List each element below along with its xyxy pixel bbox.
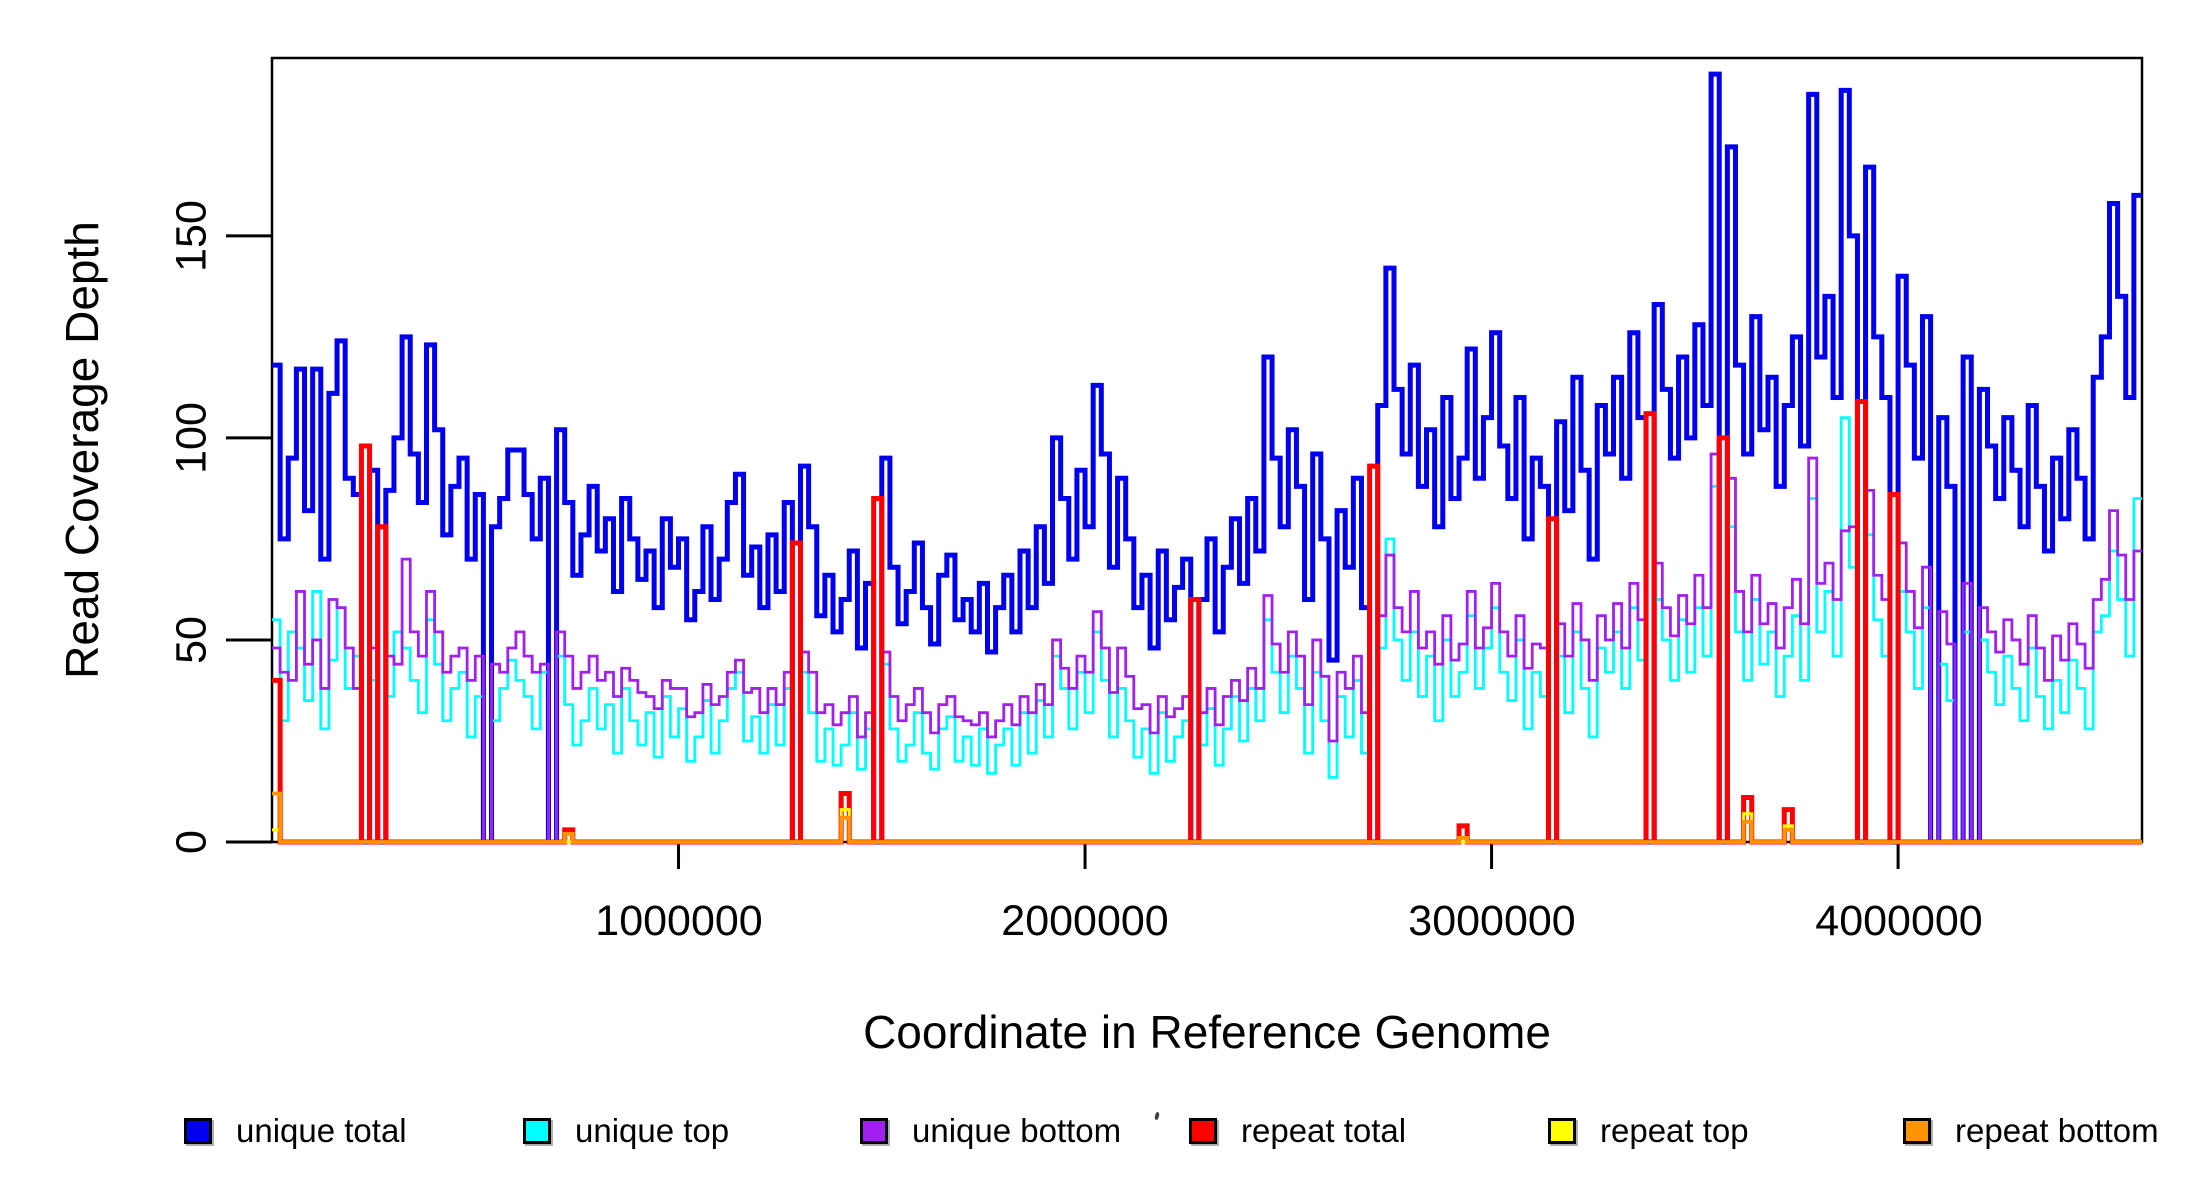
x-tick-label-2000000: 2000000 xyxy=(1001,897,1169,945)
y-tick-label-50: 50 xyxy=(167,616,216,664)
y-tick-label-0: 0 xyxy=(167,830,216,854)
y-tick-label-100: 100 xyxy=(167,402,216,474)
y-tick-label-150: 150 xyxy=(167,200,216,272)
x-tick-label-1000000: 1000000 xyxy=(595,897,763,945)
y-axis-title: Read Coverage Depth xyxy=(56,221,108,679)
x-axis-title: Coordinate in Reference Genome xyxy=(863,1006,1551,1058)
x-tick-label-3000000: 3000000 xyxy=(1408,897,1576,945)
x-tick-label-4000000: 4000000 xyxy=(1815,897,1983,945)
